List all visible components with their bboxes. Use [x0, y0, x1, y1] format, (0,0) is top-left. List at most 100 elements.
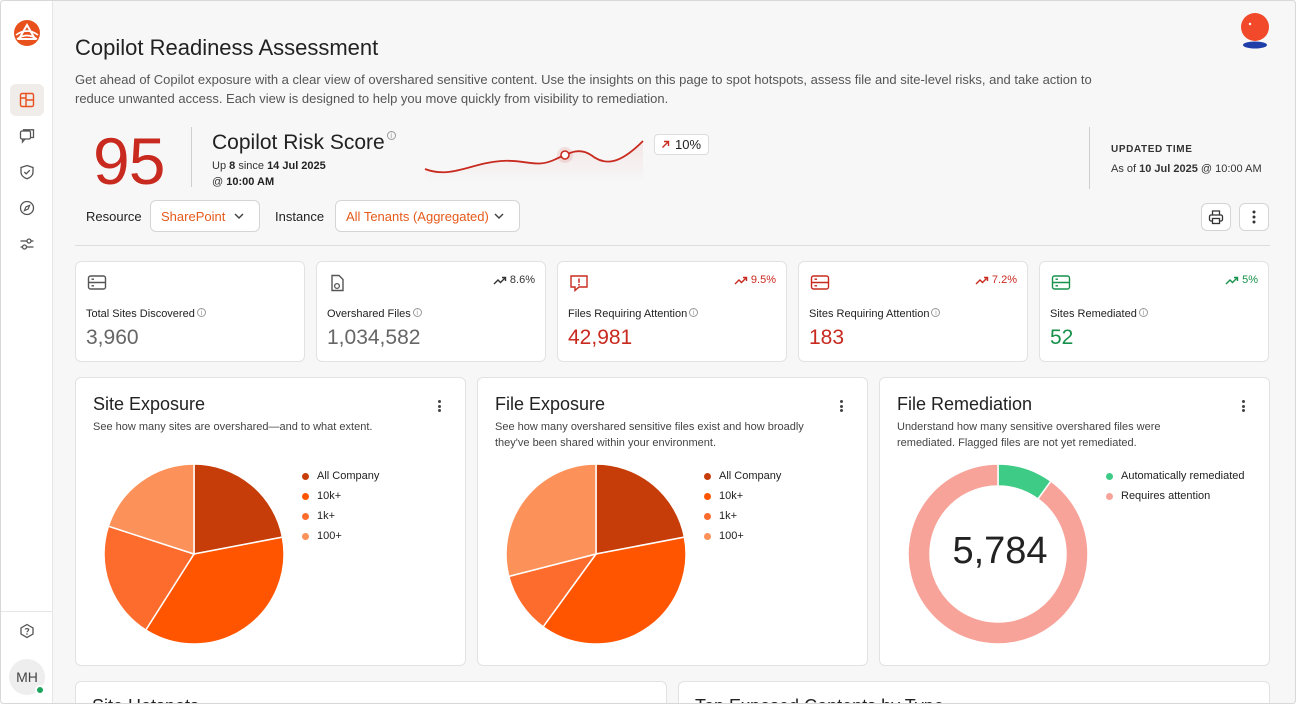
sidebar-item-dashboard[interactable] [10, 84, 44, 116]
dashboard-icon [19, 92, 35, 108]
risk-score-title-text: Copilot Risk Score [212, 131, 385, 154]
top-exposed-contents-card: Top Exposed Contents by Type [678, 681, 1270, 703]
file-share-icon [331, 274, 344, 292]
legend-item[interactable]: 10k+ [302, 486, 379, 506]
kebab-menu-icon [1252, 210, 1256, 224]
pie-slice-10k-[interactable] [144, 536, 285, 645]
profile-avatar-icon[interactable] [1237, 13, 1273, 53]
at-label: @ [212, 176, 224, 188]
panel-title: File Remediation [897, 394, 1033, 414]
pie-slice-100-[interactable] [505, 463, 597, 578]
online-status-dot [35, 685, 45, 695]
stat-trend-value: 5% [1242, 274, 1258, 286]
legend-item[interactable]: 100+ [704, 526, 781, 546]
panel-menu-button[interactable] [1237, 398, 1249, 414]
help-icon [20, 623, 34, 639]
legend-item[interactable]: 1k+ [704, 506, 781, 526]
as-of-label: As of [1111, 163, 1137, 175]
stat-label-text: Overshared Files [327, 308, 411, 320]
instance-label: Instance [275, 209, 325, 224]
stat-card-total-sites[interactable]: Total Sites Discovered i 3,960 [75, 261, 305, 362]
panel-description: See how many sites are overshared—and to… [93, 421, 373, 433]
legend-label: Requires attention [1121, 490, 1211, 502]
stat-card-overshared-files[interactable]: 8.6% Overshared Files i 1,034,582 [316, 261, 546, 362]
trend-up-icon [734, 276, 748, 284]
legend-item[interactable]: 100+ [302, 526, 379, 546]
stat-card-sites-attention[interactable]: 7.2% Sites Requiring Attention i 183 [798, 261, 1028, 362]
info-icon[interactable]: i [412, 308, 422, 317]
stat-label-text: Total Sites Discovered [86, 308, 195, 320]
stat-value: 42,981 [568, 326, 633, 349]
info-icon[interactable]: i [386, 131, 396, 140]
stat-label-text: Files Requiring Attention [568, 308, 688, 320]
site-exposure-pie[interactable] [103, 463, 285, 645]
user-initials: MH [16, 669, 38, 685]
file-exposure-pie[interactable] [505, 463, 687, 645]
legend-item[interactable]: 10k+ [704, 486, 781, 506]
sidebar-item-help[interactable] [10, 615, 44, 647]
trend-up-icon [975, 276, 989, 284]
legend-dot [302, 472, 309, 480]
stat-label: Files Requiring Attention i [568, 308, 699, 320]
sidebar-divider [1, 611, 53, 612]
legend-dot [302, 492, 309, 500]
resource-dropdown[interactable]: SharePoint [150, 200, 260, 232]
trend-up-icon [1225, 276, 1239, 284]
risk-score-value: 95 [93, 124, 165, 198]
score-divider [191, 127, 192, 187]
stat-trend-value: 8.6% [509, 274, 535, 286]
instance-dropdown[interactable]: All Tenants (Aggregated) [335, 200, 520, 232]
info-icon[interactable]: i [689, 308, 699, 317]
more-options-button[interactable] [1239, 203, 1269, 231]
card-title: Site Hotspots [92, 696, 199, 703]
up-value: 8 [229, 160, 236, 172]
sidebar-item-settings[interactable] [10, 228, 44, 260]
legend-label: 100+ [317, 530, 342, 542]
sparkline-marker [560, 150, 570, 160]
legend-item[interactable]: All Company [302, 466, 379, 486]
panel-menu-button[interactable] [433, 398, 445, 414]
sidebar-item-security[interactable] [10, 156, 44, 188]
risk-score-title: Copilot Risk Score i [212, 131, 396, 155]
file-remediation-panel: File Remediation Understand how many sen… [879, 377, 1270, 666]
pie-slice-1k-[interactable] [103, 525, 196, 632]
legend-label: 10k+ [719, 490, 744, 502]
sidebar-item-chat[interactable] [10, 120, 44, 152]
updated-time-label: UPDATED TIME [1111, 144, 1193, 155]
sidebar: MH [1, 1, 53, 703]
legend-item[interactable]: Automatically remediated [1106, 466, 1245, 486]
pie-slice-all-company[interactable] [595, 463, 686, 555]
print-button[interactable] [1201, 203, 1231, 231]
resource-value: SharePoint [161, 208, 226, 224]
pie-slice-100-[interactable] [107, 463, 195, 556]
updated-at: @ 10:00 AM [1200, 163, 1262, 175]
legend-dot [704, 492, 711, 500]
stat-label: Overshared Files i [327, 308, 422, 320]
legend-label: 100+ [719, 530, 744, 542]
legend-item[interactable]: All Company [704, 466, 781, 486]
page-description: Get ahead of Copilot exposure with a cle… [75, 72, 1092, 106]
donut-total: 5,784 [952, 530, 1048, 572]
pie-slice-requires-attention[interactable] [907, 463, 1089, 645]
trend-up-arrow-icon [662, 140, 670, 148]
info-icon[interactable]: i [931, 308, 941, 317]
stat-card-files-attention[interactable]: 9.5% Files Requiring Attention i 42,981 [557, 261, 787, 362]
pie-slice-10k-[interactable] [542, 536, 687, 645]
info-icon[interactable]: i [196, 308, 206, 317]
legend-item[interactable]: 1k+ [302, 506, 379, 526]
legend-dot [704, 472, 711, 480]
pie-slice-all-company[interactable] [193, 463, 284, 555]
info-icon[interactable]: i [1138, 308, 1148, 317]
sidebar-item-explore[interactable] [10, 192, 44, 224]
file-remediation-donut[interactable] [907, 463, 1089, 645]
stat-card-sites-remediated[interactable]: 5% Sites Remediated i 52 [1039, 261, 1269, 362]
file-exposure-legend: All Company 10k+ 1k+ 100+ [704, 466, 781, 546]
legend-item[interactable]: Requires attention [1106, 486, 1245, 506]
legend-dot [1106, 492, 1113, 500]
risk-trend-value: 10% [675, 137, 702, 152]
panel-menu-button[interactable] [835, 398, 847, 414]
sliders-icon [20, 238, 34, 250]
up-label: Up [212, 160, 227, 172]
site-hotspots-card: Site Hotspots [75, 681, 667, 703]
risk-score-subtext: Up 8 since 14 Jul 2025 @ 10:00 AM [212, 158, 326, 190]
